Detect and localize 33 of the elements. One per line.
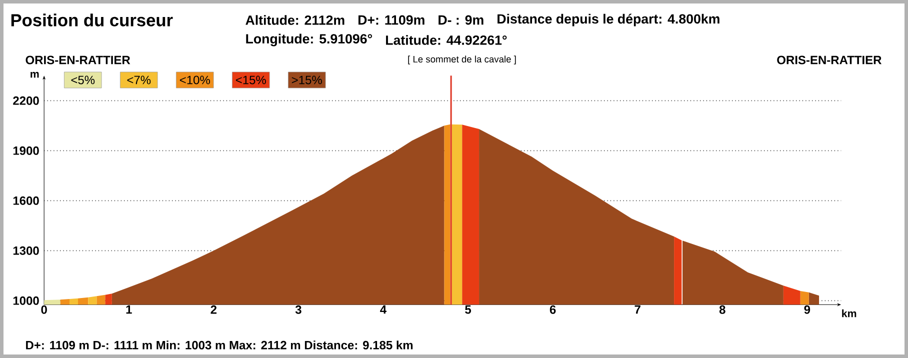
- text: Distance depuis le départ: 4.800km: [498, 14, 720, 26]
- text: Longitude: 5.91096°: [246, 34, 372, 46]
- y-tick-label: 2200: [13, 96, 39, 105]
- x-tick-label: 3: [295, 305, 302, 314]
- chart-title: Position du curseur: [11, 14, 173, 26]
- text: Latitude: 44.92261°: [386, 35, 507, 45]
- text: D+: 1109 m D-: 1111 m Min: 1003 m Max: 2112 m Distance: 9.185 km: [26, 340, 413, 350]
- y-tick-label: 1000: [13, 296, 39, 305]
- text: [ Le sommet de la cavale ]: [408, 56, 516, 64]
- x-tick-label: 8: [719, 305, 726, 314]
- text: >15%: [292, 76, 322, 84]
- x-tick-label: 4: [380, 305, 387, 314]
- x-tick-label: 0: [41, 305, 47, 314]
- text: <7%: [127, 76, 151, 84]
- text: <15%: [236, 76, 266, 84]
- text: D- : 9m: [438, 15, 484, 25]
- y-tick-label: 1300: [13, 246, 39, 255]
- text: ORIS-EN-RATTIER: [26, 56, 130, 64]
- text: <5%: [71, 76, 95, 84]
- y-axis-title: m: [30, 72, 39, 78]
- x-tick-label: 7: [634, 305, 640, 314]
- x-tick-label: 2: [210, 305, 217, 314]
- y-tick-label: 1900: [13, 146, 39, 155]
- text: <10%: [180, 76, 210, 84]
- x-tick-label: 9: [804, 305, 810, 314]
- x-axis-title: km: [842, 309, 856, 318]
- text: Altitude: 2112m: [246, 15, 344, 25]
- x-tick-label: 5: [465, 305, 472, 314]
- x-tick-label: 6: [550, 305, 556, 314]
- x-tick-label: 1: [126, 305, 132, 314]
- text: D+: 1109m: [358, 15, 424, 25]
- text: ORIS-EN-RATTIER: [777, 56, 882, 64]
- y-tick-label: 1600: [13, 196, 39, 205]
